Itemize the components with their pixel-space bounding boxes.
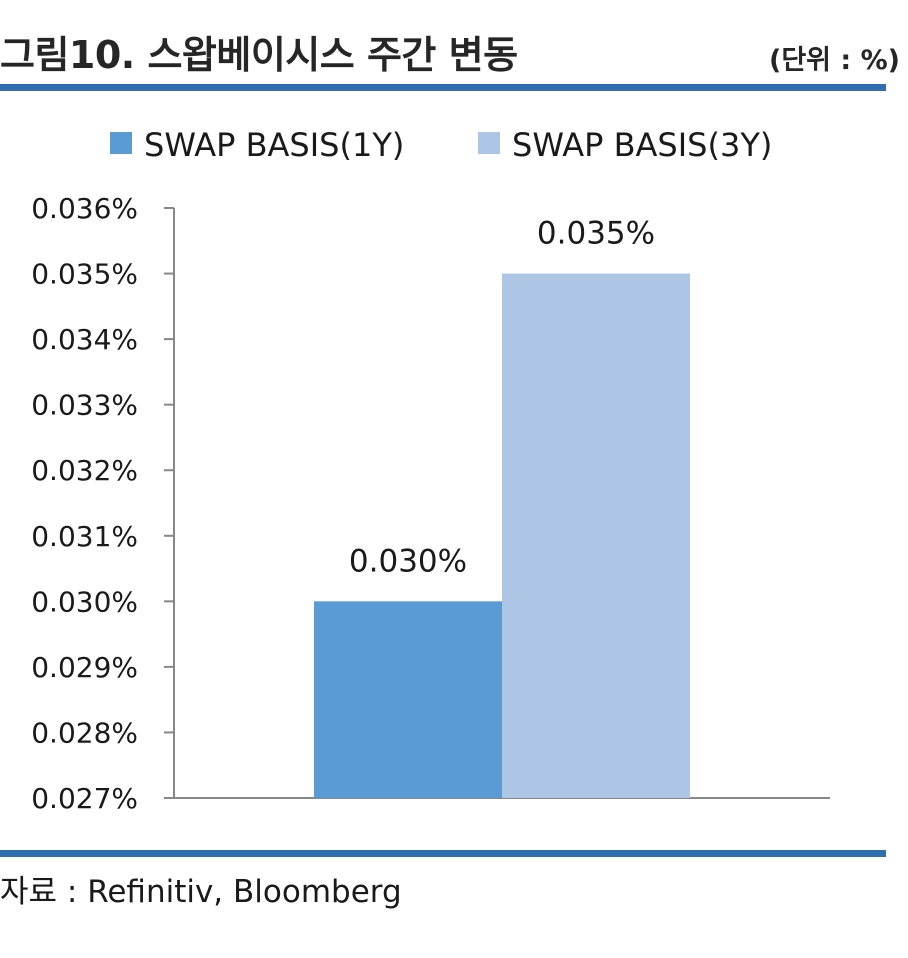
y-tick-label: 0.029% — [31, 651, 138, 684]
unit-label: (단위 : %) — [768, 45, 900, 76]
bar-chart: SWAP BASIS(1Y) SWAP BASIS(3Y) 0.027% 0.028%… — [31, 126, 830, 815]
legend-label-2: SWAP BASIS(3Y) — [512, 126, 772, 164]
bar-2 — [502, 273, 690, 798]
y-tick-label: 0.031% — [31, 520, 138, 553]
bottom-rule — [0, 850, 886, 857]
y-tick-label: 0.036% — [31, 192, 138, 225]
legend-swatch-1 — [110, 132, 132, 154]
chart-title: 그림10. 스왑베이시스 주간 변동 — [0, 33, 518, 77]
y-tick-label: 0.034% — [31, 323, 138, 356]
data-label-2: 0.035% — [537, 216, 655, 252]
top-rule — [0, 84, 886, 91]
source-note: 자료 : Refinitiv, Bloomberg — [0, 874, 402, 910]
bar-1 — [314, 601, 502, 798]
y-tick-label: 0.027% — [31, 782, 138, 815]
data-label-1: 0.030% — [349, 543, 467, 579]
y-tick-label: 0.032% — [31, 454, 138, 487]
y-tick-label: 0.035% — [31, 258, 138, 291]
legend-swatch-2 — [478, 132, 500, 154]
y-tick-label: 0.028% — [31, 716, 138, 749]
legend-label-1: SWAP BASIS(1Y) — [144, 126, 404, 164]
y-tick-label: 0.030% — [31, 585, 138, 618]
y-tick-label: 0.033% — [31, 389, 138, 422]
